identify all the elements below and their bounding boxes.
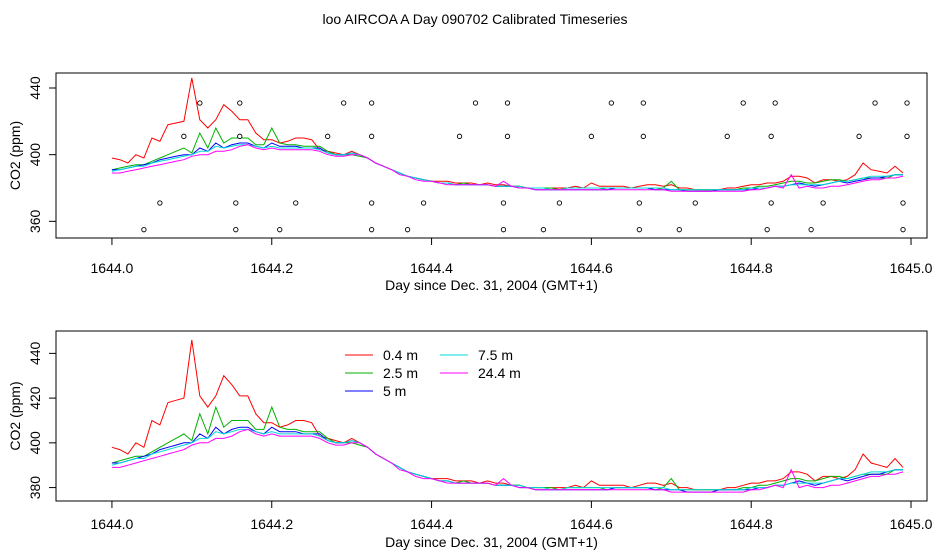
- calibration-point: [500, 227, 507, 233]
- chart-title: loo AIRCOA A Day 090702 Calibrated Times…: [322, 11, 628, 27]
- calibration-point: [368, 200, 375, 206]
- calibration-point: [504, 133, 511, 139]
- calibration-point: [341, 100, 347, 106]
- calibration-point: [740, 100, 746, 106]
- calibration-point: [640, 133, 646, 139]
- x-tick-label: 1645.0: [890, 516, 933, 532]
- legend-label: 24.4 m: [478, 365, 521, 381]
- calibration-point: [588, 133, 595, 139]
- series-line-0-4-m: [111, 339, 904, 491]
- x-tick-label: 1644.8: [730, 516, 773, 532]
- y-tick-label: 440: [27, 341, 43, 365]
- calibration-point: [640, 100, 646, 106]
- calibration-point: [325, 133, 331, 139]
- calibration-point: [157, 200, 163, 206]
- y-tick-label: 360: [27, 209, 43, 233]
- calibration-point: [872, 100, 878, 106]
- calibration-point: [500, 200, 507, 206]
- plot-frame-1: [55, 72, 928, 239]
- calibration-point: [692, 200, 698, 206]
- x-axis-label: Day since Dec. 31, 2004 (GMT+1): [385, 277, 598, 293]
- calibration-point: [368, 227, 375, 233]
- calibration-point: [456, 133, 463, 139]
- calibration-point: [856, 133, 862, 139]
- calibration-point: [277, 227, 283, 233]
- y-tick-label: 400: [27, 143, 43, 167]
- calibration-point: [904, 100, 910, 106]
- calibration-point: [676, 227, 682, 233]
- x-tick-label: 1644.6: [570, 260, 613, 276]
- series-line-24-4-m: [111, 144, 904, 192]
- calibration-point: [181, 133, 187, 139]
- x-tick-label: 1644.0: [91, 260, 134, 276]
- calibration-point: [420, 200, 427, 206]
- calibration-point: [237, 100, 243, 106]
- calibration-point: [764, 227, 770, 233]
- x-axis-label: Day since Dec. 31, 2004 (GMT+1): [385, 534, 598, 550]
- calibration-point: [141, 227, 147, 233]
- calibration-point: [368, 100, 375, 106]
- calibration-point: [808, 227, 814, 233]
- y-tick-label: 400: [27, 431, 43, 455]
- calibration-point: [197, 100, 203, 106]
- x-tick-label: 1644.6: [570, 516, 613, 532]
- calibration-point: [504, 100, 511, 106]
- calibration-point: [608, 100, 615, 106]
- y-tick-label: 420: [27, 386, 43, 410]
- calibration-point: [636, 227, 642, 233]
- x-tick-label: 1644.0: [91, 516, 134, 532]
- calibration-point: [768, 200, 774, 206]
- legend-label: 5 m: [383, 383, 406, 399]
- calibration-point: [472, 100, 479, 106]
- calibration-point: [768, 133, 774, 139]
- y-tick-label: 380: [27, 476, 43, 500]
- calibration-point: [540, 227, 547, 233]
- x-tick-label: 1644.8: [730, 260, 773, 276]
- calibration-point: [233, 200, 239, 206]
- y-axis-label: CO2 (ppm): [7, 121, 23, 190]
- calibration-point: [556, 200, 563, 206]
- plot-frame-2: [55, 330, 928, 502]
- calibration-point: [904, 133, 910, 139]
- series-line-0-4-m: [111, 77, 904, 191]
- calibration-point: [636, 200, 642, 206]
- calibration-point: [900, 200, 906, 206]
- calibration-point: [820, 200, 826, 206]
- y-axis-label: CO2 (ppm): [7, 381, 23, 450]
- x-tick-label: 1644.2: [250, 516, 293, 532]
- calibration-point: [900, 227, 906, 233]
- x-tick-label: 1644.4: [410, 516, 453, 532]
- y-tick-label: 440: [27, 76, 43, 100]
- calibration-point: [293, 200, 299, 206]
- calibration-point: [772, 100, 778, 106]
- calibration-point: [237, 133, 243, 139]
- series-line-24-4-m: [111, 428, 904, 493]
- calibration-point: [404, 227, 411, 233]
- legend-label: 2.5 m: [383, 365, 418, 381]
- legend-label: 7.5 m: [478, 347, 513, 363]
- x-tick-label: 1645.0: [890, 260, 933, 276]
- calibration-point: [724, 133, 730, 139]
- legend-label: 0.4 m: [383, 347, 418, 363]
- calibration-point: [233, 227, 239, 233]
- x-tick-label: 1644.2: [250, 260, 293, 276]
- calibration-point: [368, 133, 375, 139]
- x-tick-label: 1644.4: [410, 260, 453, 276]
